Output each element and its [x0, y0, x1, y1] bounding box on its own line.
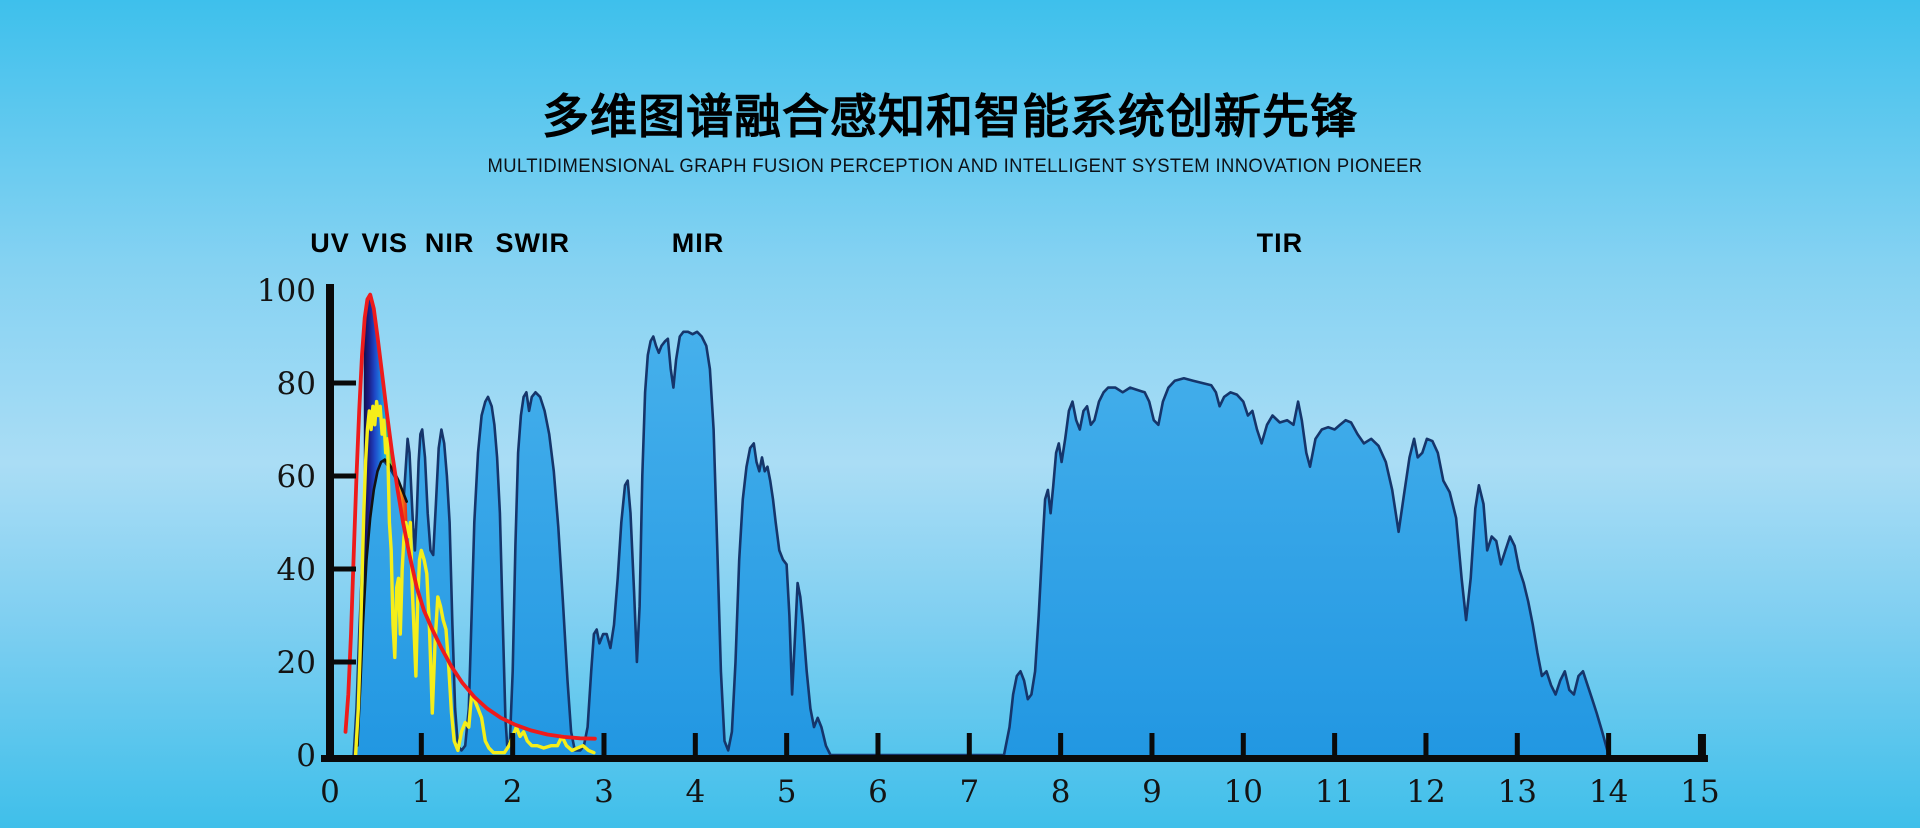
- x-axis-tick-label: 9: [1142, 774, 1162, 810]
- page-title: 多维图谱融合感知和智能系统创新先锋: [542, 90, 1358, 143]
- y-axis-tick-label: 60: [277, 459, 316, 495]
- x-axis-tick-label: 12: [1406, 774, 1445, 810]
- yellow-solar-curve: [353, 399, 596, 757]
- band-label-tir: TIR: [1256, 228, 1304, 258]
- x-axis-tick-label: 8: [1051, 774, 1071, 810]
- x-axis-tick-label: 1: [411, 774, 431, 810]
- page-subtitle: MULTIDIMENSIONAL GRAPH FUSION PERCEPTION…: [487, 156, 1423, 177]
- x-axis-tick-label: 14: [1589, 774, 1628, 810]
- x-axis-tick-label: 11: [1315, 774, 1354, 810]
- x-axis-tick-label: 5: [777, 774, 797, 810]
- band-label-uv: UV: [310, 228, 350, 258]
- x-axis-tick-label: 7: [959, 774, 979, 810]
- x-axis-tick-label: 15: [1680, 774, 1719, 810]
- y-axis-tick-label: 20: [277, 645, 316, 681]
- x-axis-tick-label: 4: [685, 774, 705, 810]
- band-label-nir: NIR: [424, 228, 475, 258]
- x-axis-tick-label: 2: [503, 774, 523, 810]
- band-label-swir: SWIR: [495, 228, 570, 258]
- x-axis-tick-label: 3: [594, 774, 614, 810]
- y-axis-tick-label: 100: [257, 273, 316, 309]
- band-label-mir: MIR: [671, 228, 725, 258]
- x-axis-tick-label: 0: [320, 774, 340, 810]
- x-axis-tick-label: 6: [868, 774, 888, 810]
- x-axis-tick-label: 13: [1498, 774, 1537, 810]
- band-label-vis: VIS: [361, 228, 409, 258]
- y-axis-tick-label: 80: [277, 366, 316, 402]
- axes: [321, 284, 1708, 762]
- y-axis-tick-label: 40: [277, 552, 316, 588]
- transmission-outline: [352, 330, 1610, 757]
- red-blackbody-curve: [343, 292, 597, 741]
- y-axis-tick-label: 0: [296, 738, 316, 774]
- transmission-area: [353, 331, 1609, 755]
- x-axis-tick-label: 10: [1224, 774, 1263, 810]
